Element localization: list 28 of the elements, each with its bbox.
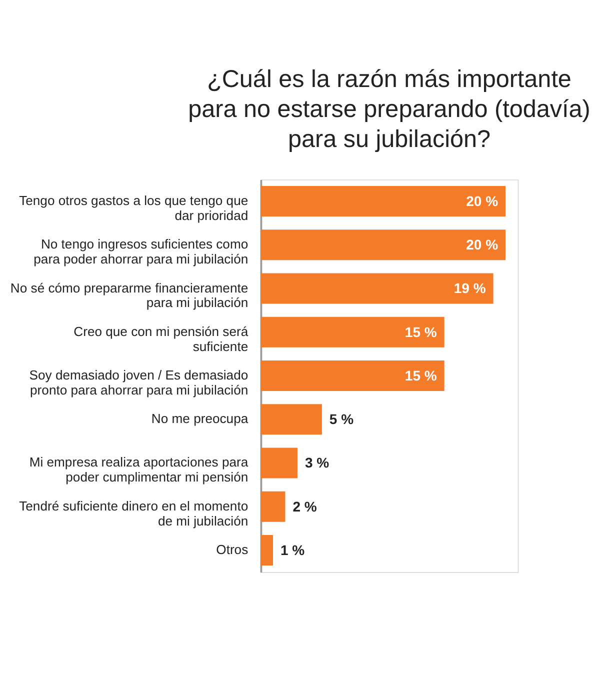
data-label: 3 % (304, 454, 330, 471)
y-tick-label: Mi empresa realiza aportaciones para poder cumplimentar mi pensión (29, 454, 249, 485)
bar (260, 273, 494, 304)
bar (260, 404, 322, 435)
bar (260, 534, 273, 566)
y-tick-label: No me preocupa (151, 411, 249, 426)
bar (260, 230, 506, 260)
data-label: 19 % (454, 280, 486, 296)
y-tick-label: Creo que con mi pensión será suficiente (74, 324, 249, 354)
y-tick-label: Soy demasiado joven / Es demasiado pronto para ahorrar para mi jubilación (29, 367, 248, 398)
data-label: 5 % (329, 411, 354, 428)
y-tick-label: Tengo otros gastos a los que tengo que dar prioridad (19, 193, 248, 223)
y-tick-label: Tendré suficiente dinero en el momento de mi jubilación (19, 498, 248, 528)
data-label: 20 % (466, 192, 499, 209)
bar (260, 360, 444, 392)
bar (260, 491, 286, 522)
data-label: 2 % (292, 498, 318, 514)
data-label: 15 % (404, 367, 438, 384)
y-tick-label: No tengo ingresos suficientes como para poder ahorrar para mi jubilación (34, 236, 248, 267)
data-label: 15 % (404, 324, 438, 340)
bar (260, 448, 298, 478)
y-tick-label: Otros (216, 542, 249, 557)
bar (260, 316, 444, 348)
bar (260, 186, 506, 217)
y-tick-label: No sé cómo prepararme financieramente para mi jubilación (10, 280, 248, 310)
chart-title: ¿Cuál es la razón más importante para no estarse preparando (todavía) para su jubilación? (188, 66, 590, 153)
data-label: 1 % (280, 542, 306, 558)
data-label: 20 % (466, 236, 499, 253)
